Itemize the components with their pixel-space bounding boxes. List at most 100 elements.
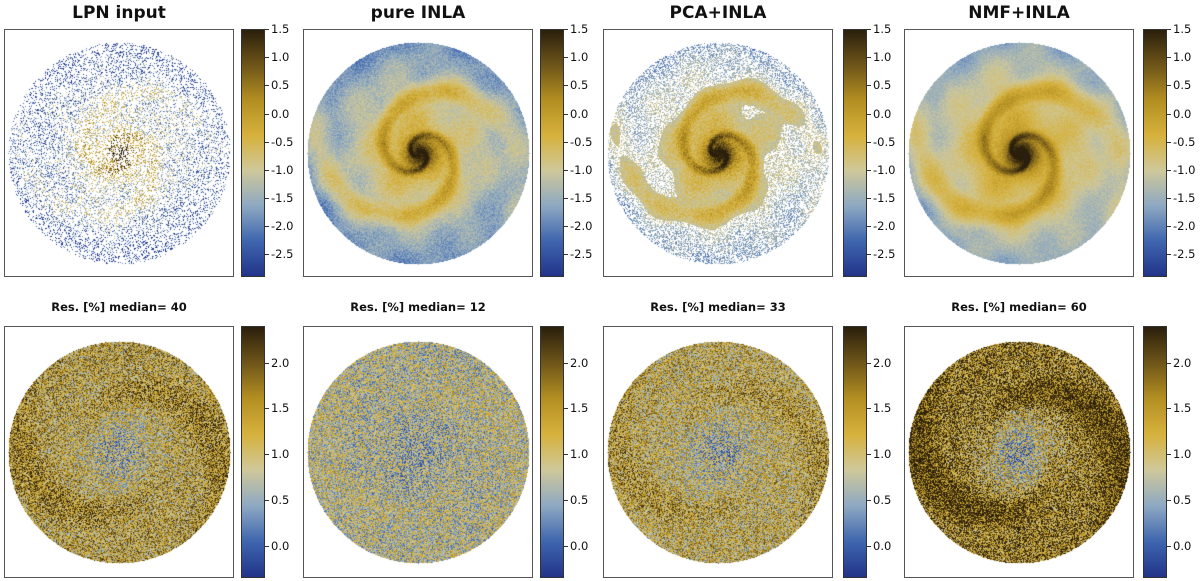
colorbar-tick-label: 1.0: [271, 50, 290, 65]
colorbar-2: [540, 29, 564, 277]
colorbar-tick-label: -1.5: [873, 191, 896, 206]
colorbar-tick-label: -2.0: [873, 219, 896, 234]
colorbar-tick-mark: [867, 113, 871, 115]
colorbar-tick-label: -1.0: [271, 162, 294, 177]
colorbar-tick-label: 0.5: [873, 493, 892, 508]
colorbar-tick-mark: [265, 85, 269, 87]
heatmap-panel-5: [4, 326, 234, 578]
colorbar-tick-label: 0.0: [873, 538, 892, 553]
colorbar-tick-mark: [265, 169, 269, 171]
colorbar-tick-label: 0.0: [873, 106, 892, 121]
colorbar-tick-mark: [564, 29, 568, 30]
colorbar-tick-label: 1.5: [873, 22, 892, 36]
colorbar-tick-label: 0.0: [271, 538, 290, 553]
colorbar-tick-label: 1.0: [570, 50, 589, 65]
colorbar-5: [241, 326, 265, 578]
colorbar-tick-label: 0.0: [1173, 106, 1192, 121]
colorbar-tick-label: -0.5: [271, 134, 294, 149]
colorbar-tick-mark: [564, 85, 568, 87]
panel-title-5: Res. [%] median= 40: [51, 300, 187, 314]
colorbar-tick-label: -2.0: [271, 219, 294, 234]
colorbar-tick-mark: [564, 141, 568, 143]
colorbar-tick-mark: [867, 141, 871, 143]
colorbar-tick-mark: [867, 29, 871, 30]
colorbar-tick-mark: [564, 169, 568, 171]
colorbar-tick-label: -2.0: [1173, 219, 1196, 234]
colorbar-tick-label: -1.0: [1173, 162, 1196, 177]
colorbar-tick-mark: [265, 254, 269, 256]
colorbar-tick-label: 1.0: [1173, 447, 1192, 462]
heatmap-panel-4: [904, 29, 1134, 277]
heatmap-image-1: [5, 30, 233, 276]
panel-title-3: PCA+INLA: [669, 3, 767, 23]
colorbar-tick-mark: [564, 226, 568, 228]
heatmap-image-7: [604, 327, 832, 577]
colorbar-tick-mark: [564, 254, 568, 256]
colorbar-tick-mark: [867, 545, 871, 547]
colorbar-tick-label: 1.5: [271, 401, 290, 416]
colorbar-tick-label: 0.0: [1173, 538, 1192, 553]
heatmap-panel-6: [303, 326, 533, 578]
colorbar-tick-mark: [867, 198, 871, 200]
colorbar-tick-label: 0.0: [271, 106, 290, 121]
colorbar-tick-label: -2.5: [271, 247, 294, 262]
colorbar-tick-label: 0.5: [271, 493, 290, 508]
colorbar-tick-mark: [1167, 226, 1171, 228]
colorbar-tick-mark: [1167, 113, 1171, 115]
colorbar-tick-mark: [1167, 362, 1171, 364]
colorbar-tick-mark: [564, 500, 568, 502]
panel-title-7: Res. [%] median= 33: [650, 300, 786, 314]
colorbar-tick-mark: [1167, 454, 1171, 456]
colorbar-tick-mark: [1167, 408, 1171, 410]
heatmap-image-5: [5, 327, 233, 577]
colorbar-tick-mark: [1167, 29, 1171, 30]
colorbar-tick-label: 1.0: [873, 447, 892, 462]
colorbar-tick-label: 1.5: [873, 401, 892, 416]
heatmap-image-4: [905, 30, 1133, 276]
colorbar-tick-label: -2.5: [1173, 247, 1196, 262]
colorbar-tick-mark: [265, 362, 269, 364]
colorbar-tick-label: 0.5: [873, 78, 892, 93]
colorbar-tick-mark: [564, 198, 568, 200]
colorbar-tick-mark: [265, 57, 269, 59]
heatmap-panel-2: [303, 29, 533, 277]
heatmap-panel-8: [904, 326, 1134, 578]
colorbar-tick-label: -0.5: [873, 134, 896, 149]
colorbar-tick-label: -1.5: [271, 191, 294, 206]
colorbar-8: [1143, 326, 1167, 578]
colorbar-tick-label: 1.5: [271, 22, 290, 36]
colorbar-tick-mark: [564, 454, 568, 456]
colorbar-4: [1143, 29, 1167, 277]
colorbar-1: [241, 29, 265, 277]
heatmap-panel-1: [4, 29, 234, 277]
colorbar-tick-label: -2.5: [873, 247, 896, 262]
colorbar-tick-label: 2.0: [873, 355, 892, 370]
colorbar-tick-mark: [265, 454, 269, 456]
colorbar-tick-mark: [1167, 545, 1171, 547]
colorbar-tick-mark: [265, 198, 269, 200]
colorbar-tick-label: 0.5: [570, 78, 589, 93]
panel-title-8: Res. [%] median= 60: [951, 300, 1087, 314]
colorbar-tick-label: -0.5: [570, 134, 593, 149]
colorbar-tick-label: 2.0: [271, 355, 290, 370]
colorbar-tick-label: 0.5: [1173, 493, 1192, 508]
colorbar-tick-label: 1.5: [570, 22, 589, 36]
colorbar-tick-label: 1.5: [1173, 401, 1192, 416]
colorbar-tick-mark: [867, 169, 871, 171]
colorbar-tick-label: -2.5: [570, 247, 593, 262]
colorbar-tick-mark: [265, 545, 269, 547]
colorbar-tick-mark: [1167, 141, 1171, 143]
colorbar-tick-mark: [867, 500, 871, 502]
colorbar-tick-label: 0.5: [570, 493, 589, 508]
colorbar-tick-mark: [564, 57, 568, 59]
colorbar-tick-label: 0.0: [570, 106, 589, 121]
colorbar-tick-label: -2.0: [570, 219, 593, 234]
colorbar-tick-mark: [1167, 57, 1171, 59]
colorbar-tick-label: 0.5: [271, 78, 290, 93]
colorbar-tick-mark: [1167, 198, 1171, 200]
colorbar-tick-mark: [265, 29, 269, 30]
colorbar-tick-mark: [564, 113, 568, 115]
panel-title-1: LPN input: [72, 3, 166, 23]
heatmap-image-6: [304, 327, 532, 577]
colorbar-tick-mark: [867, 454, 871, 456]
